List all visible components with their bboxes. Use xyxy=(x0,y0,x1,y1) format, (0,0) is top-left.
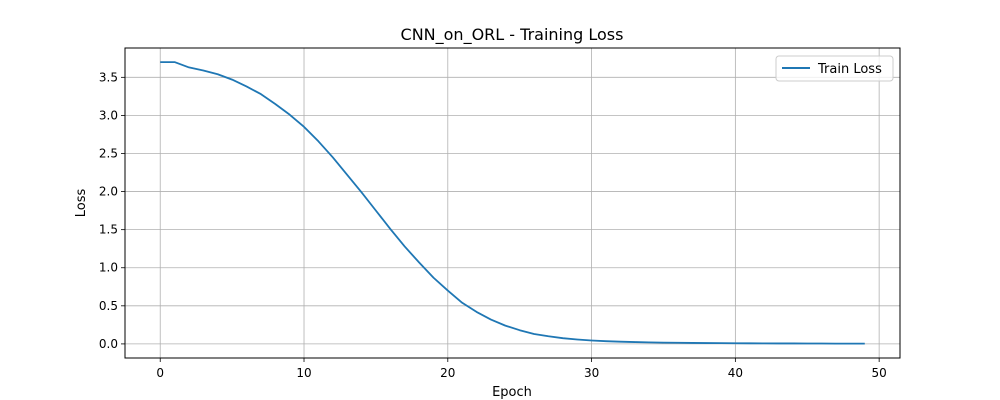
x-tick-label: 0 xyxy=(156,366,164,380)
y-tick-label: 0.0 xyxy=(99,337,118,351)
y-tick-label: 0.5 xyxy=(99,299,118,313)
series-line-train-loss xyxy=(160,61,865,345)
axis-ticks: 0 10 20 30 40 50 0.0 0.5 1.0 1.5 2.0 2.5 3.0 3.5 xyxy=(99,70,887,380)
y-tick-label: 2.5 xyxy=(99,146,118,160)
y-tick-label: 2.0 xyxy=(99,185,118,199)
plot-frame xyxy=(124,47,901,359)
plot-series xyxy=(160,61,865,345)
legend: Train Loss xyxy=(775,55,894,82)
x-tick-label: 10 xyxy=(296,366,311,380)
x-axis-label: Epoch xyxy=(492,385,532,400)
y-tick-label: 3.0 xyxy=(99,108,118,122)
x-tick-label: 40 xyxy=(728,366,743,380)
y-axis-label: Loss xyxy=(74,189,89,218)
chart-title: CNN_on_ORL - Training Loss xyxy=(401,25,624,45)
y-tick-label: 1.0 xyxy=(99,261,118,275)
legend-box xyxy=(775,55,894,82)
x-tick-label: 50 xyxy=(872,366,887,380)
y-tick-label: 3.5 xyxy=(99,70,118,84)
x-tick-label: 30 xyxy=(584,366,599,380)
x-tick-label: 20 xyxy=(440,366,455,380)
legend-label: Train Loss xyxy=(817,62,882,77)
y-tick-label: 1.5 xyxy=(99,223,118,237)
